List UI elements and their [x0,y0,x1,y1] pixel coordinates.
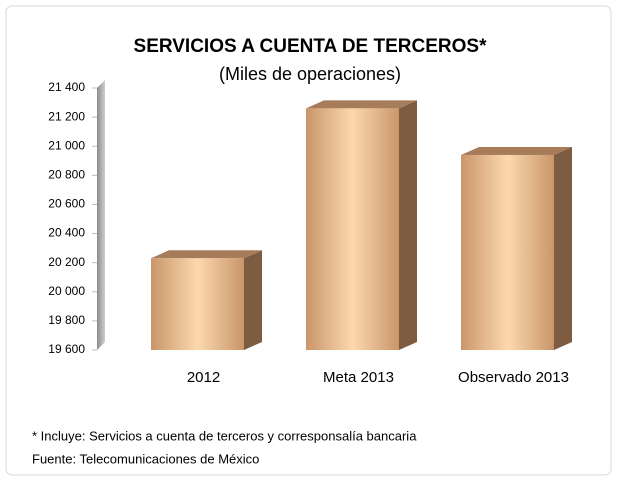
x-tick-label: Observado 2013 [458,369,569,386]
bar [151,258,244,350]
bar-side [399,100,417,350]
bar-side [554,146,572,350]
wall [97,80,105,350]
bar [306,108,399,350]
chart-title: SERVICIOS A CUENTA DE TERCEROS* [134,36,488,57]
y-tick-label: 20 800 [48,168,85,182]
y-tick-label: 20 400 [48,226,85,240]
y-tick-label: 21 000 [48,138,85,152]
footnote: * Incluye: Servicios a cuenta de tercero… [32,428,417,443]
bar-top [306,100,417,109]
bar [461,154,554,350]
x-tick-label: Meta 2013 [323,369,394,386]
source: Fuente: Telecomunicaciones de México [32,451,259,466]
bar-top [461,146,572,155]
x-tick-label: 2012 [187,369,220,386]
bar-top [151,250,262,259]
y-tick-label: 20 000 [48,284,85,298]
y-tick-label: 19 600 [48,342,85,356]
y-tick-label: 20 600 [48,197,85,211]
y-tick-label: 21 400 [48,80,85,94]
y-tick-label: 20 200 [48,255,85,269]
y-tick-label: 21 200 [48,109,85,123]
chart-subtitle: (Miles de operaciones) [219,64,401,84]
y-tick-label: 19 800 [48,313,85,327]
bar-side [244,250,262,350]
